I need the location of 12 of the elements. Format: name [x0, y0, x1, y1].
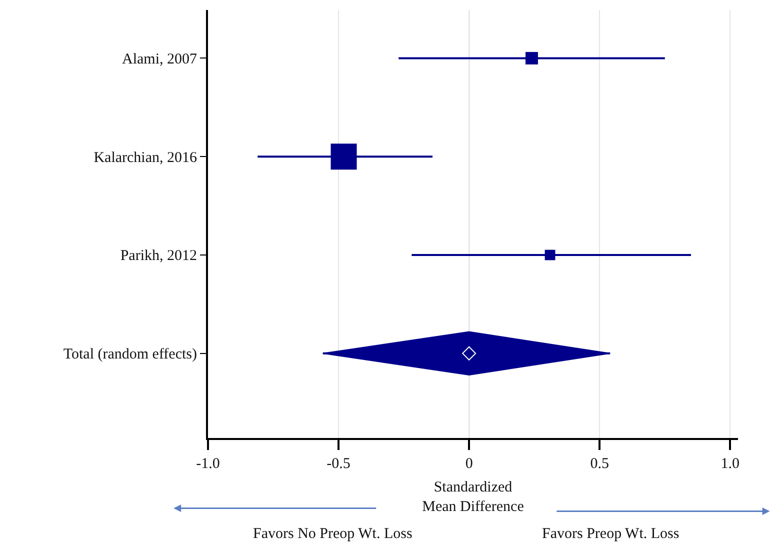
y-tick-label: Total (random effects)	[63, 346, 197, 363]
y-tick-label: Kalarchian, 2016	[94, 150, 198, 166]
x-tick-label: -0.5	[326, 456, 350, 472]
x-tick-label: -1.0	[196, 456, 220, 472]
x-tick-label: 0	[465, 456, 473, 472]
y-tick-label: Parikh, 2012	[120, 248, 197, 264]
x-axis-title: Standardized Mean Difference	[422, 480, 524, 515]
text: Favors No Preop Wt. Loss	[253, 526, 412, 542]
x-tick-label: 0.5	[590, 456, 610, 472]
x-tick-label: 1.0	[720, 456, 740, 472]
text: Favors Preop Wt. Loss	[542, 526, 680, 542]
y-tick-label: Alami, 2007	[122, 51, 198, 68]
